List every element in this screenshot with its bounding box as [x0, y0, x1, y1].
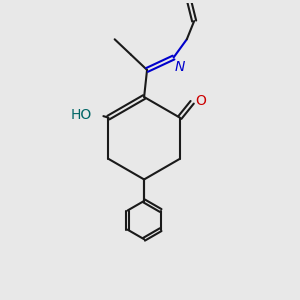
Text: O: O	[196, 94, 207, 108]
Text: N: N	[175, 61, 185, 74]
Text: HO: HO	[71, 108, 92, 122]
